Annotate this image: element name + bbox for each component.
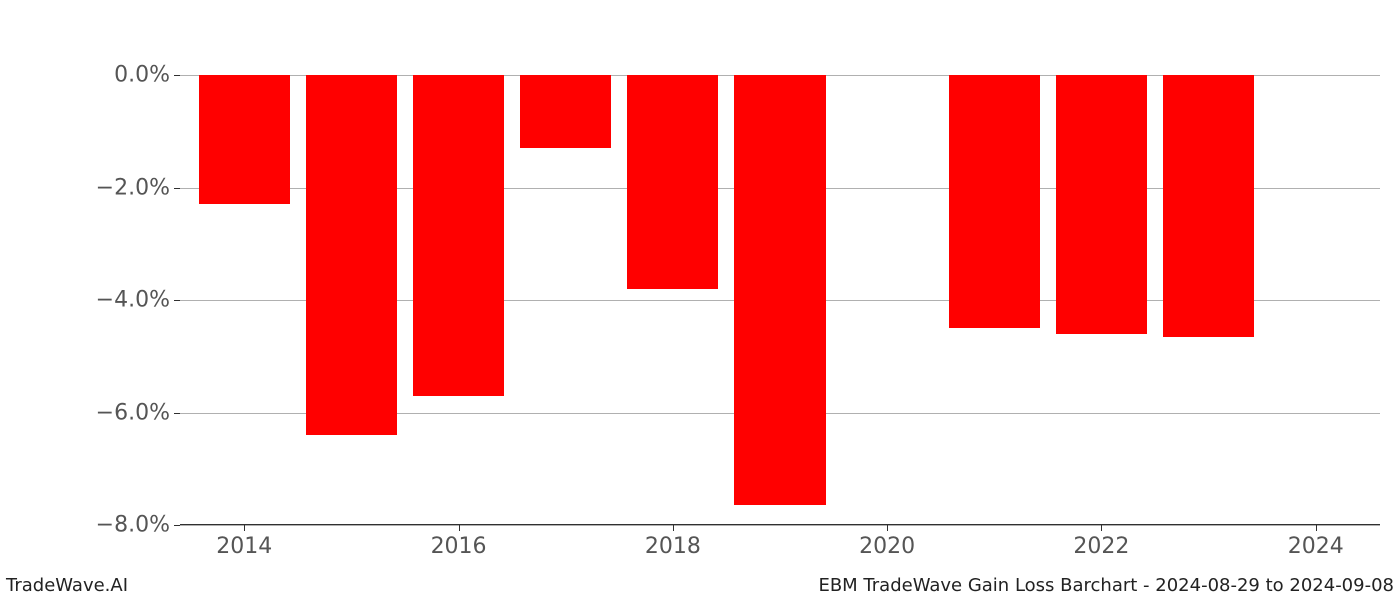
x-tick-mark xyxy=(887,525,888,531)
y-tick-label: −8.0% xyxy=(20,513,170,538)
bar xyxy=(199,75,290,204)
footer-right-caption: EBM TradeWave Gain Loss Barchart - 2024-… xyxy=(818,575,1394,596)
bar xyxy=(1056,75,1147,334)
gridline xyxy=(180,525,1380,526)
footer-left-brand: TradeWave.AI xyxy=(6,575,128,596)
bar xyxy=(413,75,504,396)
x-tick-label: 2022 xyxy=(1073,534,1129,559)
y-tick-mark xyxy=(174,525,180,526)
y-tick-label: −2.0% xyxy=(20,175,170,200)
y-tick-mark xyxy=(174,413,180,414)
y-tick-label: −6.0% xyxy=(20,400,170,425)
bar xyxy=(627,75,718,289)
x-tick-mark xyxy=(244,525,245,531)
bar xyxy=(306,75,397,435)
bar xyxy=(1163,75,1254,337)
x-tick-mark xyxy=(1101,525,1102,531)
y-tick-mark xyxy=(174,188,180,189)
bar xyxy=(734,75,825,505)
y-tick-mark xyxy=(174,300,180,301)
x-tick-label: 2020 xyxy=(859,534,915,559)
bar xyxy=(949,75,1040,328)
x-tick-mark xyxy=(673,525,674,531)
x-tick-mark xyxy=(459,525,460,531)
y-tick-label: 0.0% xyxy=(20,63,170,88)
x-tick-label: 2014 xyxy=(216,534,272,559)
y-tick-mark xyxy=(174,75,180,76)
y-tick-label: −4.0% xyxy=(20,288,170,313)
x-tick-label: 2018 xyxy=(645,534,701,559)
plot-area xyxy=(180,75,1380,525)
x-tick-mark xyxy=(1316,525,1317,531)
x-tick-label: 2024 xyxy=(1288,534,1344,559)
x-tick-label: 2016 xyxy=(431,534,487,559)
bar xyxy=(520,75,611,148)
